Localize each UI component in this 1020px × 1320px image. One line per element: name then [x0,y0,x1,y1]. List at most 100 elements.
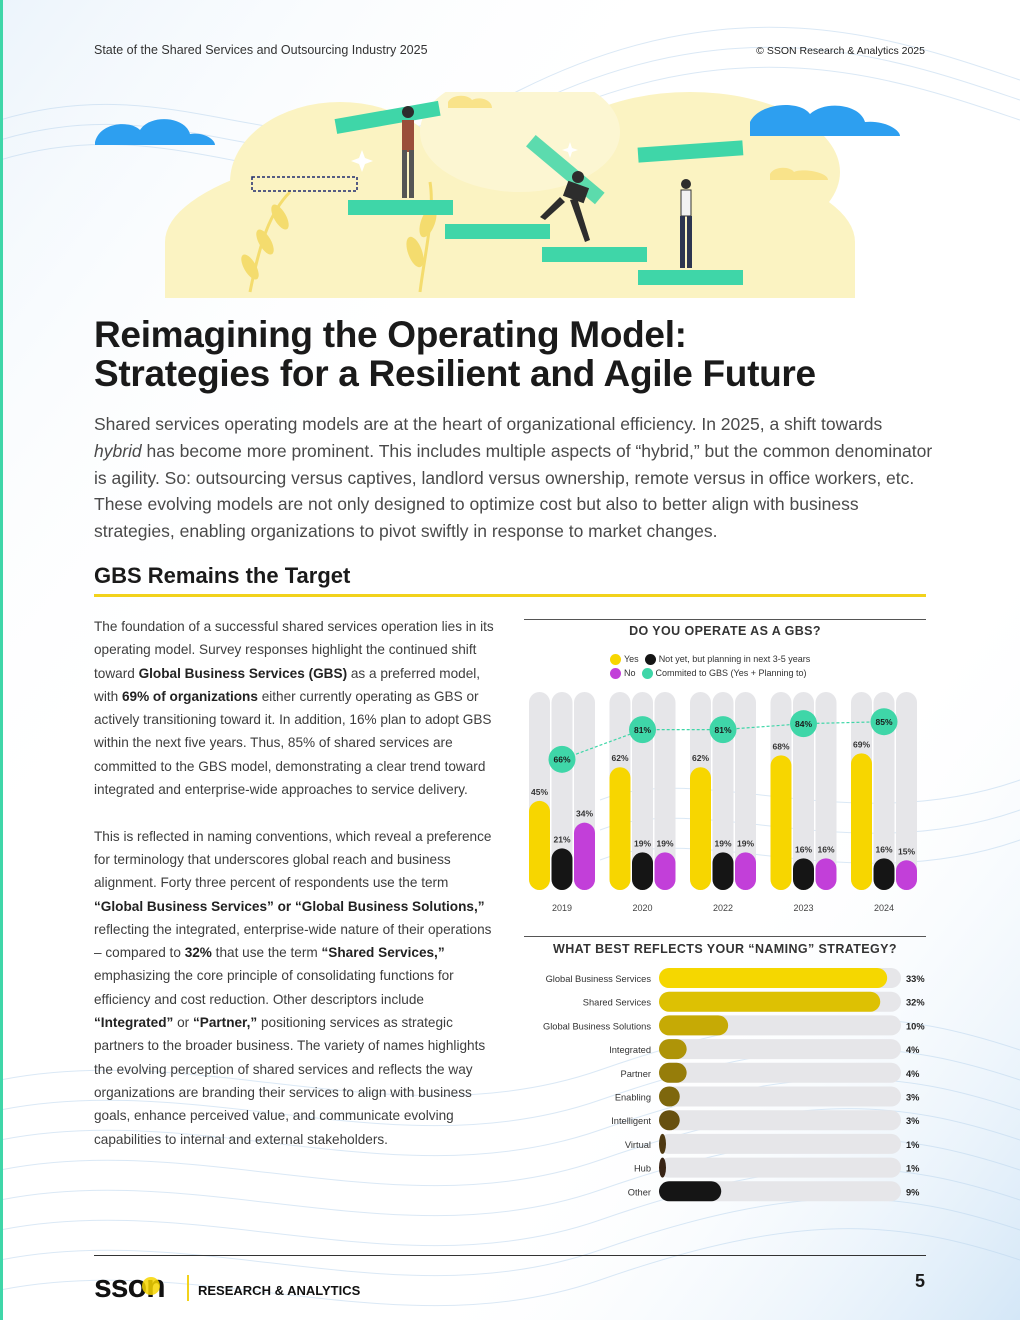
bar-label-yes-2020: 62% [611,753,628,763]
bar-label-yes-2024: 69% [853,739,870,749]
body-p1-text-c: as a preferred model, with [94,665,481,704]
naming-bar-track [659,1157,901,1178]
bar-track-2024-no [896,692,917,890]
naming-category-label: Intelligent [611,1116,651,1126]
naming-category-label: Enabling [615,1093,651,1103]
legend-row-2: No Commited to GBS (Yes + Planning to) [610,666,816,680]
header-copyright: © SSON Research & Analytics 2025 [756,45,925,57]
chart2-top-rule [524,936,926,937]
naming-category-label: Partner [621,1069,652,1079]
bar-planning-2019 [551,848,573,890]
body-p2-bold-gbs-terms: “Global Business Services” or “Global Bu… [94,898,485,914]
logo-tagline: RESEARCH & ANALYTICS [198,1283,361,1298]
legend-item-yes: Yes [610,653,639,665]
naming-bar [659,1110,680,1131]
page-title: Reimagining the Operating Model: Strateg… [94,315,934,393]
naming-value-label: 9% [906,1187,920,1197]
bar-yes-2024 [851,753,872,890]
bar-track-2020-no [654,692,676,890]
naming-bar [659,1062,687,1083]
body-p2-text-a: This is reflected in naming conventions,… [94,828,492,891]
naming-category-label: Hub [634,1164,651,1174]
chart2-title: WHAT BEST REFLECTS YOUR “NAMING” STRATEG… [553,942,897,956]
naming-category-label: Integrated [609,1045,651,1055]
intro-text-2: has become more prominent. This includes… [94,440,933,542]
committed-marker-2024 [870,708,898,736]
bar-no-2019 [574,822,595,890]
naming-value-label: 10% [906,1021,925,1031]
naming-bar [659,1133,666,1154]
naming-bar-track [659,1062,901,1083]
bar-track-2024-planning [873,692,895,890]
naming-value-label: 32% [906,998,925,1008]
x-tick-2024: 2024 [874,903,894,913]
legend-swatch-committed [641,667,653,679]
section-underline [94,594,926,597]
naming-bar [659,1015,729,1036]
committed-label-2019: 66% [553,755,570,765]
body-paragraph-2: This is reflected in naming conventions,… [94,825,494,1151]
bar-label-yes-2019: 45% [531,787,548,797]
naming-bar-track [659,1039,901,1060]
legend-label-yes: Yes [624,654,639,664]
naming-value-label: 33% [906,974,925,984]
bar-yes-2022 [690,767,711,890]
legend-item-planning: Not yet, but planning in next 3-5 years [644,653,811,665]
page-number: 5 [914,1271,925,1291]
body-p1-text-e: either currently operating as GBS or act… [94,688,492,798]
body-paragraph-1: The foundation of a successful shared se… [94,615,494,801]
bar-track-2023-no [815,692,837,890]
naming-category-label: Global Business Services [546,974,652,984]
bar-no-2024 [896,860,917,890]
naming-bar [659,1157,666,1178]
chart1-title: DO YOU OPERATE AS A GBS? [629,624,821,638]
naming-bar [659,968,888,988]
committed-label-2024: 85% [875,717,892,727]
body-p1-bold-gbs: Global Business Services (GBS) [138,665,348,681]
chart1-top-rule [524,619,926,620]
body-p2-bold-shared-services: “Shared Services,” [321,945,445,961]
naming-bar [659,991,881,1012]
sson-logo: sson RESEARCH & ANALYTICS [94,1269,361,1304]
gbs-operation-bar-chart: 45% 21% 34% 2019 62% 19% 19% 2020 62% 19% 19% 2022 6… [529,692,917,913]
bar-track-2019-planning [551,692,573,890]
intro-italic-hybrid: hybrid [94,440,142,461]
header-report-title: State of the Shared Services and Outsour… [94,43,428,57]
bar-track-2023-planning [793,692,814,890]
page-title-line-2: Strategies for a Resilient and Agile Fut… [94,353,816,394]
legend-swatch-planning [644,653,656,665]
bar-no-2023 [815,858,837,890]
committed-marker-2019 [548,745,576,773]
body-text-column: The foundation of a successful shared se… [94,615,494,1151]
naming-value-label: 4% [906,1045,920,1055]
naming-bar [659,1181,722,1202]
footer-rule [94,1255,926,1256]
intro-text-1: Shared services operating models are at … [94,414,883,434]
bar-label-planning-2019: 21% [553,834,570,844]
bar-label-planning-2020: 19% [634,838,651,848]
bar-no-2020 [654,852,676,890]
naming-value-label: 1% [906,1164,920,1174]
bar-label-planning-2022: 19% [714,838,731,848]
legend-label-planning: Not yet, but planning in next 3-5 years [658,654,811,664]
naming-bar [659,1039,687,1060]
bar-label-no-2023: 16% [817,844,834,854]
bar-label-no-2022: 19% [737,838,754,848]
section-heading: GBS Remains the Target [94,563,351,588]
bar-label-no-2020: 19% [656,838,673,848]
page-title-line-1: Reimagining the Operating Model: [94,314,687,355]
naming-category-label: Virtual [625,1140,651,1150]
legend-swatch-no [610,667,621,679]
body-p2-bold-integrated: “Integrated” [94,1015,174,1031]
legend-label-committed: Commited to GBS (Yes + Planning to) [655,668,807,678]
logo-divider [187,1275,189,1301]
bar-planning-2022 [712,852,734,890]
body-p2-text-c: reflecting the integrated, enterprise-wi… [94,921,492,961]
bar-label-no-2024: 15% [898,846,915,856]
naming-value-label: 1% [906,1140,920,1150]
bar-label-yes-2022: 62% [692,753,709,763]
committed-marker-2023 [790,710,817,738]
legend-row-1: Yes Not yet, but planning in next 3-5 ye… [610,652,816,666]
naming-category-label: Other [628,1187,651,1197]
